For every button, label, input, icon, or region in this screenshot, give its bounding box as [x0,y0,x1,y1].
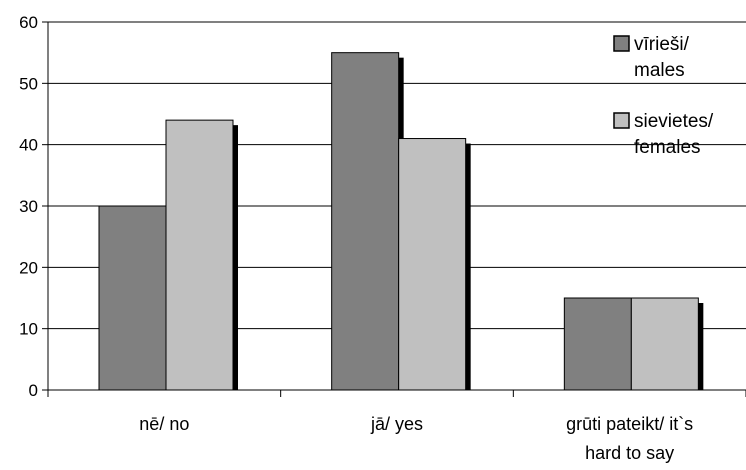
x-category-label: hard to say [585,443,674,463]
x-category-label: jā/ yes [370,414,423,434]
bar [331,52,400,391]
bar [563,297,632,391]
y-tick-label: 30 [19,197,38,216]
x-category-label: grūti pateikt/ it`s [566,414,693,434]
axes: 0 10 20 30 40 50 60 nē/ no jā/ yes grūti pateikt/… [19,13,746,463]
legend-swatch [613,35,630,52]
x-category-label: nē/ no [139,414,189,434]
y-tick-label: 20 [19,258,38,277]
legend-label: females [634,137,701,158]
bar [398,138,467,391]
legend-swatch [613,112,630,129]
y-tick-label: 10 [19,320,38,339]
bars [98,52,704,391]
legend-label: vīrieši/ [634,34,690,55]
legend: vīrieši/males sievietes/females [613,34,714,158]
bar [630,297,699,391]
legend-label: males [634,60,685,81]
y-tick-label: 0 [29,381,38,400]
legend-label: sievietes/ [634,111,714,132]
y-tick-label: 60 [19,13,38,32]
y-tick-label: 50 [19,74,38,93]
bar [165,119,234,391]
y-tick-label: 40 [19,136,38,155]
bar [98,205,167,391]
